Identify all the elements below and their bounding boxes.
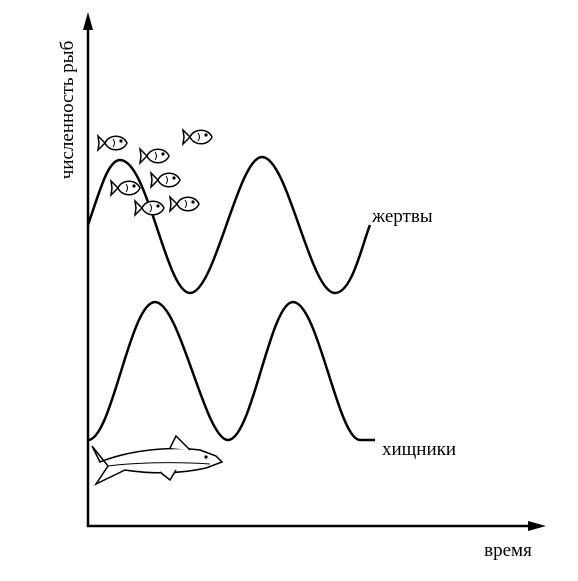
predator-label: хищники [382,439,456,460]
prey-curve [86,155,372,295]
predator-curve [87,300,375,442]
y-axis-arrow [83,12,93,30]
prey-fish-icons [97,129,213,216]
y-axis-label: численность рыб [57,41,78,179]
x-axis-label: время [484,540,532,561]
x-axis-arrow [528,521,546,531]
predator-fish-icon [91,434,224,486]
prey-label: жертвы [371,206,433,227]
